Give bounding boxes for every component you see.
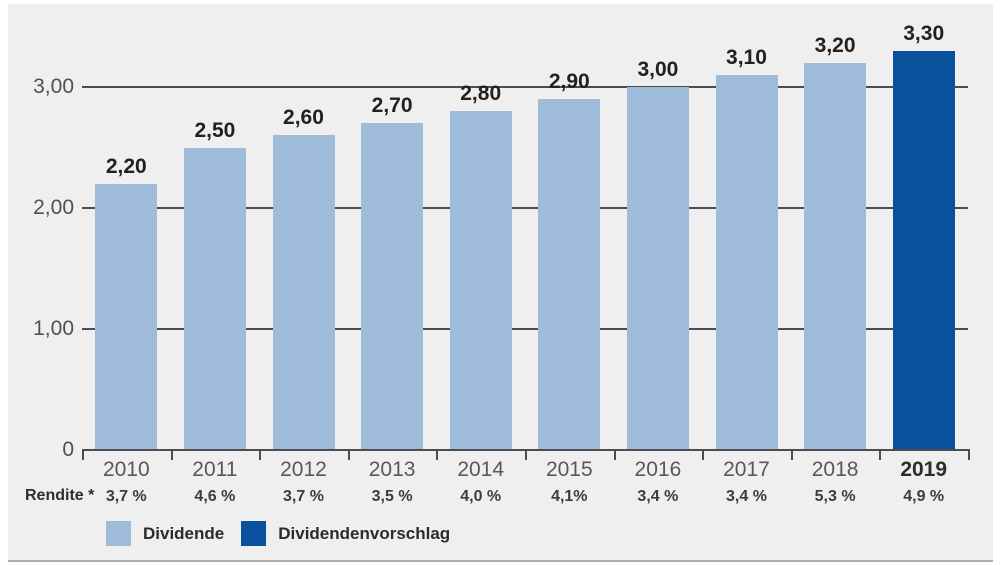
axis-tick [613,450,616,460]
x-axis-label: 2018 [811,458,859,481]
chart-legend: Dividende Dividendenvorschlag [106,521,450,546]
rendite-value: 3,7 % [105,488,147,505]
gridline [82,86,968,88]
bar-value-label: 3,00 [637,58,679,81]
rendite-value: 5,3 % [814,488,856,505]
rendite-value: 3,4 % [726,488,767,505]
legend-swatch [241,521,267,546]
rendite-value: 4,6 % [194,488,236,505]
bar-value-label: 2,20 [105,154,147,178]
bar [449,111,512,450]
legend-item: Dividendenvorschlag [241,521,450,546]
rendite-value: 3,7 % [283,488,324,505]
y-axis-label: 1,00 [33,317,74,340]
axis-tick [170,450,173,460]
y-axis-label: 3,00 [33,75,74,98]
legend-item: Dividende [106,521,224,546]
axis-tick [525,450,527,460]
bar [272,135,335,450]
axis-tick [436,450,439,460]
legend-label: Dividende [143,523,225,543]
gridline [82,328,968,330]
y-axis-label: 2,00 [33,196,74,219]
bar [626,87,689,450]
bar [804,62,867,450]
legend-swatch [106,521,131,546]
axis-tick [82,450,84,460]
rendite-row-label: Rendite * [25,487,95,504]
x-axis-label: 2010 [102,458,150,481]
rendite-value: 3,5 % [371,488,413,505]
bar-value-label: 2,50 [194,118,236,142]
x-axis-label: 2011 [192,458,238,481]
bar-value-label: 3,10 [726,45,767,69]
bar-value-label: 3,20 [814,33,856,57]
bar [715,74,778,450]
bar-value-label: 3,30 [903,21,945,45]
bar-value-label: 2,60 [283,106,324,130]
x-axis-label: 2013 [368,458,416,481]
bar [361,123,424,450]
rendite-value: 4,9 % [903,488,945,505]
bar [95,183,158,450]
axis-tick [259,450,262,460]
x-axis-label: 2014 [457,458,505,481]
y-axis-label: 0 [62,438,74,461]
x-axis-label: 2017 [723,458,770,481]
bar-value-label: 2,90 [548,70,590,94]
legend-label: Dividendenvorschlag [278,523,451,543]
x-axis-label: 2015 [545,458,593,481]
rendite-value: 4,0 % [460,488,502,505]
x-axis-label: 2019 [900,458,948,481]
rendite-value: 4,1% [551,488,588,505]
x-axis-label: 2016 [634,458,682,481]
axis-tick [879,450,882,460]
bar [538,99,601,450]
bar [183,147,246,450]
axis-tick [347,450,350,460]
rendite-value: 3,4 % [637,488,679,505]
x-axis-label: 2012 [280,458,327,481]
axis-tick [702,450,705,460]
bar [892,50,955,450]
axis-tick [968,450,970,460]
bar-value-label: 2,80 [460,82,502,106]
axis-tick [790,450,793,460]
bar-value-label: 2,70 [371,94,413,118]
gridline [82,207,968,209]
